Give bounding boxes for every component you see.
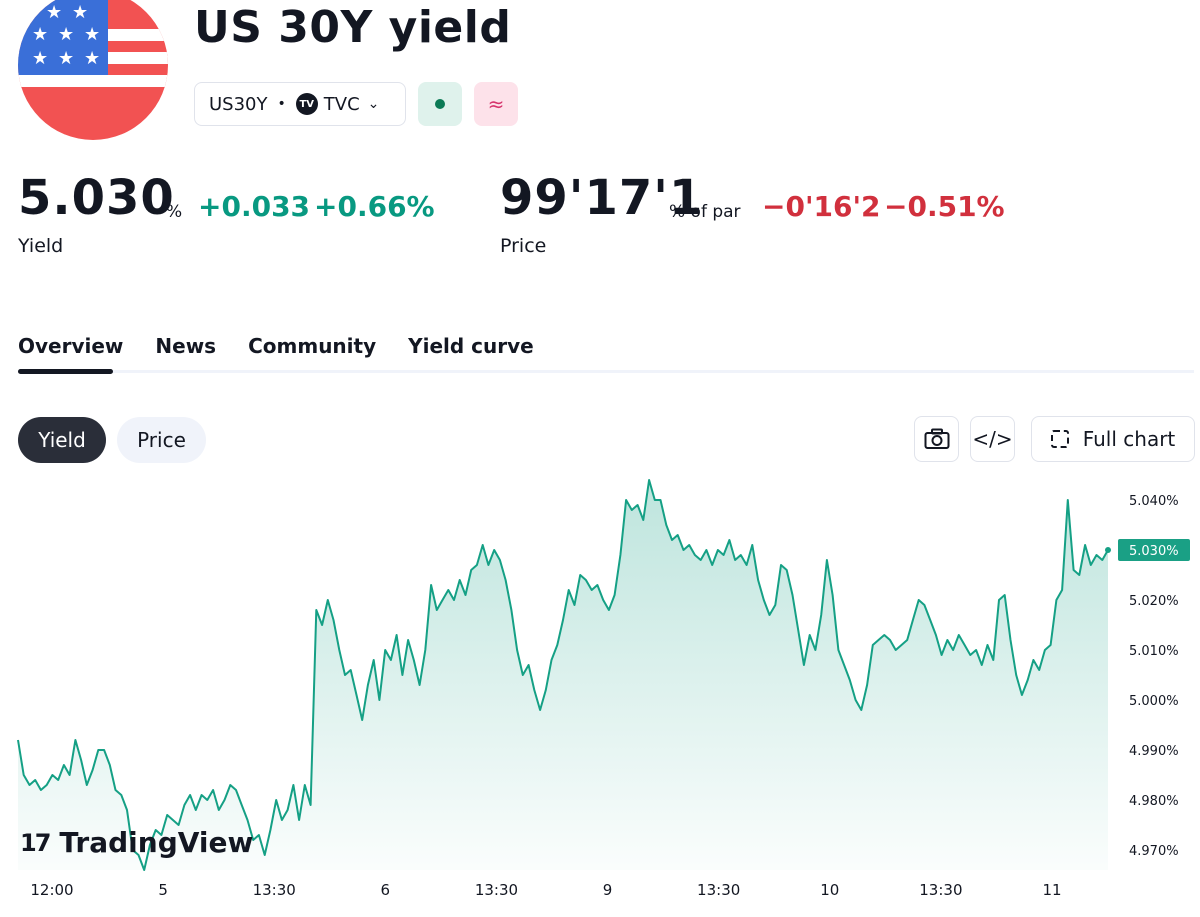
tab-yield-curve[interactable]: Yield curve	[408, 334, 534, 358]
code-icon: </>	[972, 427, 1013, 451]
tab-news[interactable]: News	[155, 334, 217, 358]
svg-text:★: ★	[58, 48, 74, 69]
tab-overview[interactable]: Overview	[18, 334, 124, 358]
x-tick-label: 9	[603, 881, 613, 899]
price-change-percent: −0.51%	[884, 190, 1005, 223]
yield-toggle-button[interactable]: Yield	[18, 417, 106, 463]
yield-change: +0.033	[198, 190, 311, 223]
tab-bar: Overview News Community Yield curve	[18, 334, 534, 358]
x-tick-label: 13:30	[253, 881, 296, 899]
last-value-badge	[1118, 539, 1190, 561]
chevron-down-icon: ⌄	[367, 96, 380, 112]
separator-dot: •	[277, 96, 286, 112]
x-tick-label: 13:30	[697, 881, 740, 899]
page-title: US 30Y yield	[194, 2, 512, 53]
price-unit: % of par	[669, 202, 741, 222]
embed-button[interactable]: </>	[970, 416, 1015, 462]
yield-value: 5.030	[18, 170, 175, 226]
camera-icon	[924, 428, 949, 449]
y-tick-label: 5.010%	[1129, 644, 1179, 659]
snapshot-button[interactable]	[914, 416, 959, 462]
symbol-label: US30Y	[209, 93, 268, 115]
x-tick-label: 5	[158, 881, 168, 899]
tradingview-wordmark: TradingView	[59, 826, 254, 859]
us-flag-icon: ★ ★ ★ ★ ★ ★ ★ ★	[18, 0, 168, 140]
svg-text:★: ★	[58, 24, 74, 45]
yield-label: Yield	[18, 235, 64, 257]
series-line	[17, 479, 1109, 871]
svg-text:★: ★	[72, 2, 88, 23]
price-label: Price	[500, 235, 547, 257]
yield-chart[interactable]: 5.040% 5.020% 5.010% 5.000% 4.990% 4.980% 4.97…	[0, 470, 1200, 917]
delayed-data-button[interactable]: ≈	[474, 82, 518, 126]
y-tick-label: 5.000%	[1129, 694, 1179, 709]
svg-text:★: ★	[84, 48, 100, 69]
price-toggle-button[interactable]: Price	[117, 417, 206, 463]
x-tick-label: 13:30	[919, 881, 962, 899]
market-status-button[interactable]	[418, 82, 462, 126]
active-tab-indicator	[18, 369, 113, 374]
x-tick-label: 13:30	[475, 881, 518, 899]
tradingview-logo: 17 TradingView	[20, 826, 253, 859]
y-tick-label: 4.980%	[1129, 794, 1179, 809]
delayed-data-icon: ≈	[487, 92, 505, 116]
y-tick-label: 5.020%	[1129, 594, 1179, 609]
x-tick-label: 11	[1042, 881, 1061, 899]
svg-text:★: ★	[32, 48, 48, 69]
x-tick-label: 12:00	[30, 881, 73, 899]
x-tick-label: 10	[820, 881, 839, 899]
tab-community[interactable]: Community	[248, 334, 377, 358]
market-open-dot-icon	[435, 99, 445, 109]
y-tick-label: 4.990%	[1129, 744, 1179, 759]
svg-text:★: ★	[32, 24, 48, 45]
tab-divider	[18, 370, 1194, 373]
svg-text:★: ★	[84, 24, 100, 45]
price-value: 99'17'1	[500, 170, 704, 226]
yield-change-percent: +0.66%	[314, 190, 435, 223]
symbol-exchange-selector[interactable]: US30Y • TV TVC ⌄	[194, 82, 406, 126]
price-change: −0'16'2	[762, 190, 881, 223]
exchange-label: TVC	[323, 93, 360, 115]
y-tick-label: 4.970%	[1129, 844, 1179, 859]
yield-unit: %	[166, 202, 183, 222]
x-tick-label: 6	[381, 881, 391, 899]
exchange-logo-icon: TV	[295, 93, 318, 115]
last-value-label: 5.030%	[1129, 544, 1179, 559]
series-area	[18, 480, 1108, 870]
fullscreen-icon	[1050, 430, 1069, 448]
svg-text:★: ★	[46, 2, 62, 23]
full-chart-button[interactable]: Full chart	[1031, 416, 1195, 462]
y-tick-label: 5.040%	[1129, 494, 1179, 509]
last-point-marker	[1105, 547, 1111, 553]
full-chart-label: Full chart	[1082, 427, 1176, 451]
tradingview-mark-icon: 17	[20, 828, 51, 857]
